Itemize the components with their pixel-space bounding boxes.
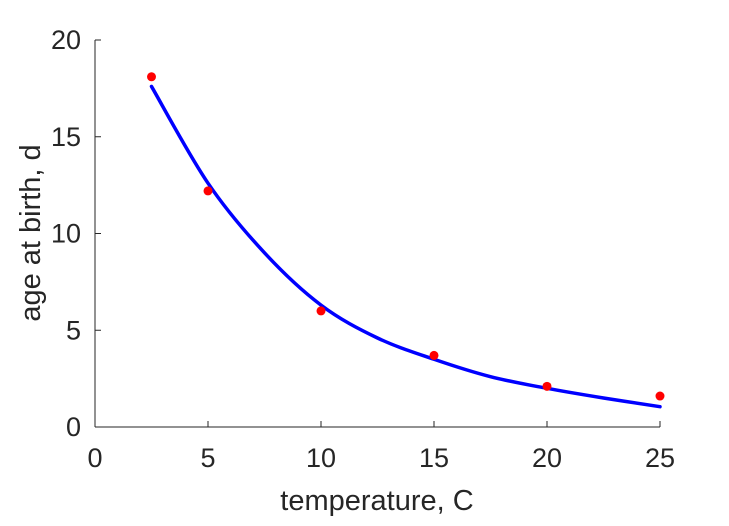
- fit-curve-group: [149, 84, 662, 409]
- data-point: [429, 350, 439, 360]
- x-tick-label: 25: [645, 443, 675, 473]
- y-axis-label: age at birth, d: [15, 144, 47, 321]
- data-point: [203, 186, 213, 196]
- data-point: [147, 72, 156, 82]
- x-tick-label: 0: [87, 443, 102, 473]
- x-tick-label: 20: [532, 443, 562, 473]
- x-tick-label: 10: [306, 443, 336, 473]
- x-tick-label: 5: [200, 443, 215, 473]
- data-points-group: [147, 72, 665, 401]
- x-ticks: 0 5 10 15 20 25: [87, 421, 675, 473]
- data-point: [542, 381, 552, 391]
- data-point: [316, 306, 326, 316]
- x-axis-label: temperature, C: [280, 485, 473, 517]
- y-tick-label: 15: [51, 122, 81, 152]
- y-tick-label: 0: [66, 412, 81, 442]
- y-tick-label: 10: [51, 219, 81, 249]
- data-point: [655, 391, 665, 401]
- y-ticks: 0 5 10 15 20: [51, 25, 101, 442]
- y-tick-label: 5: [66, 315, 81, 345]
- fit-curve: [149, 84, 662, 409]
- axes: [94, 40, 660, 428]
- x-tick-label: 15: [419, 443, 449, 473]
- y-tick-label: 20: [51, 25, 81, 55]
